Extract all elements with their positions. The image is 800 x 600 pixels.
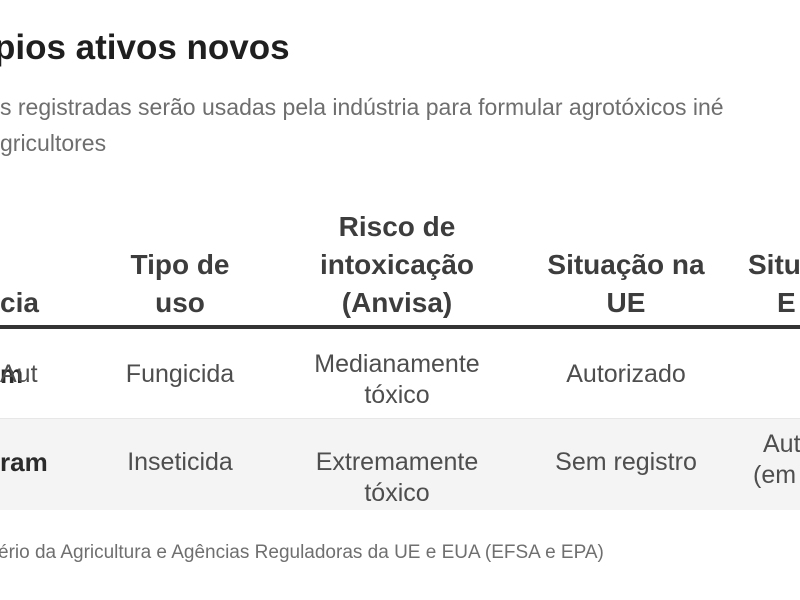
subtitle-line-2: gricultores [0,130,107,156]
cell-line: Medianamente [314,350,480,378]
row-stripe [0,419,800,510]
column-header-line: cia [0,287,39,318]
column-header-situacao-ue: Situação na UE [516,246,736,322]
column-header-situacao-eua: Situa E [748,246,800,322]
cell-tipo-de-uso: Inseticida [127,448,233,476]
column-header-tipo-de-uso: Tipo de uso [80,246,280,322]
column-header-line: uso [155,287,205,318]
column-header-risco-intoxicacao: Risco de intoxicação (Anvisa) [287,208,507,322]
cell-line: tóxico [364,381,430,409]
cell-situacao-ue: Sem registro [555,448,697,476]
column-header-line: intoxicação [319,249,475,280]
cell-situacao-eua: Aut (em [753,429,800,491]
source-note: ério da Agricultura e Agências Regulador… [0,542,604,563]
cell-substancia: m [0,359,24,389]
column-header-line: Risco de [338,211,456,242]
column-header-line: E [777,287,796,318]
column-header-line: Tipo de [130,249,230,280]
cell-line: (em [753,461,797,489]
column-header-line: Situa [748,249,800,280]
row-divider [0,418,800,419]
subtitle-line-1: s registradas serão usadas pela indústri… [0,94,724,120]
cell-tipo-de-uso: Fungicida [125,360,235,388]
page-title: pios ativos novos [0,28,290,67]
cell-risco-intoxicacao: Extremamente tóxico [315,448,479,507]
column-header-line: UE [606,287,646,318]
cell-risco-intoxicacao: Medianamente tóxico [287,349,507,411]
header-divider [0,325,800,329]
cell-line: Aut [763,430,800,458]
column-header-line: Situação na [547,249,705,280]
column-header-line: (Anvisa) [341,287,453,318]
column-header-substancia: cia [0,284,80,322]
cell-substancia: ram [0,447,48,477]
cell-situacao-eua: Aut [0,360,38,388]
cell-situacao-ue: Autorizado [566,360,686,388]
